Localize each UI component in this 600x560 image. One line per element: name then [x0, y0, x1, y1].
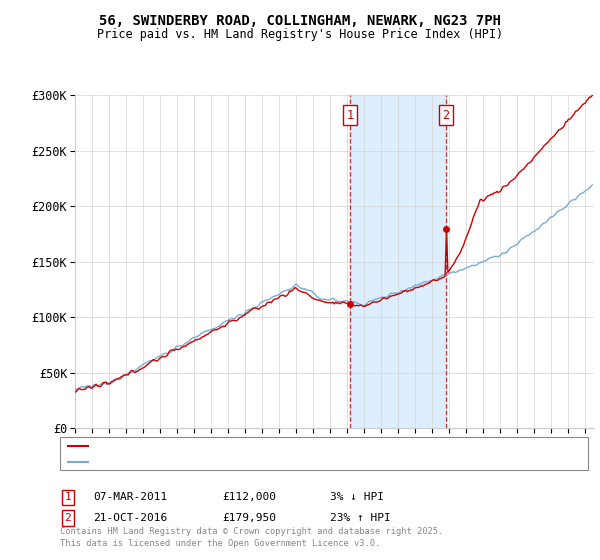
- Text: Contains HM Land Registry data © Crown copyright and database right 2025.
This d: Contains HM Land Registry data © Crown c…: [60, 527, 443, 548]
- Text: 3% ↓ HPI: 3% ↓ HPI: [330, 492, 384, 502]
- Bar: [350, 95, 446, 428]
- Text: 21-OCT-2016: 21-OCT-2016: [93, 513, 167, 523]
- Text: 56, SWINDERBY ROAD, COLLINGHAM, NEWARK, NG23 7PH (semi-detached house): 56, SWINDERBY ROAD, COLLINGHAM, NEWARK, …: [93, 441, 530, 451]
- Text: 2: 2: [442, 109, 449, 122]
- Text: HPI: Average price, semi-detached house, Newark and Sherwood: HPI: Average price, semi-detached house,…: [93, 457, 468, 467]
- Text: £179,950: £179,950: [222, 513, 276, 523]
- Text: 07-MAR-2011: 07-MAR-2011: [93, 492, 167, 502]
- Text: 1: 1: [347, 109, 354, 122]
- Text: 2: 2: [64, 513, 71, 523]
- Text: £112,000: £112,000: [222, 492, 276, 502]
- Text: 1: 1: [64, 492, 71, 502]
- Text: 56, SWINDERBY ROAD, COLLINGHAM, NEWARK, NG23 7PH: 56, SWINDERBY ROAD, COLLINGHAM, NEWARK, …: [99, 14, 501, 28]
- Text: Price paid vs. HM Land Registry's House Price Index (HPI): Price paid vs. HM Land Registry's House …: [97, 28, 503, 41]
- Text: 23% ↑ HPI: 23% ↑ HPI: [330, 513, 391, 523]
